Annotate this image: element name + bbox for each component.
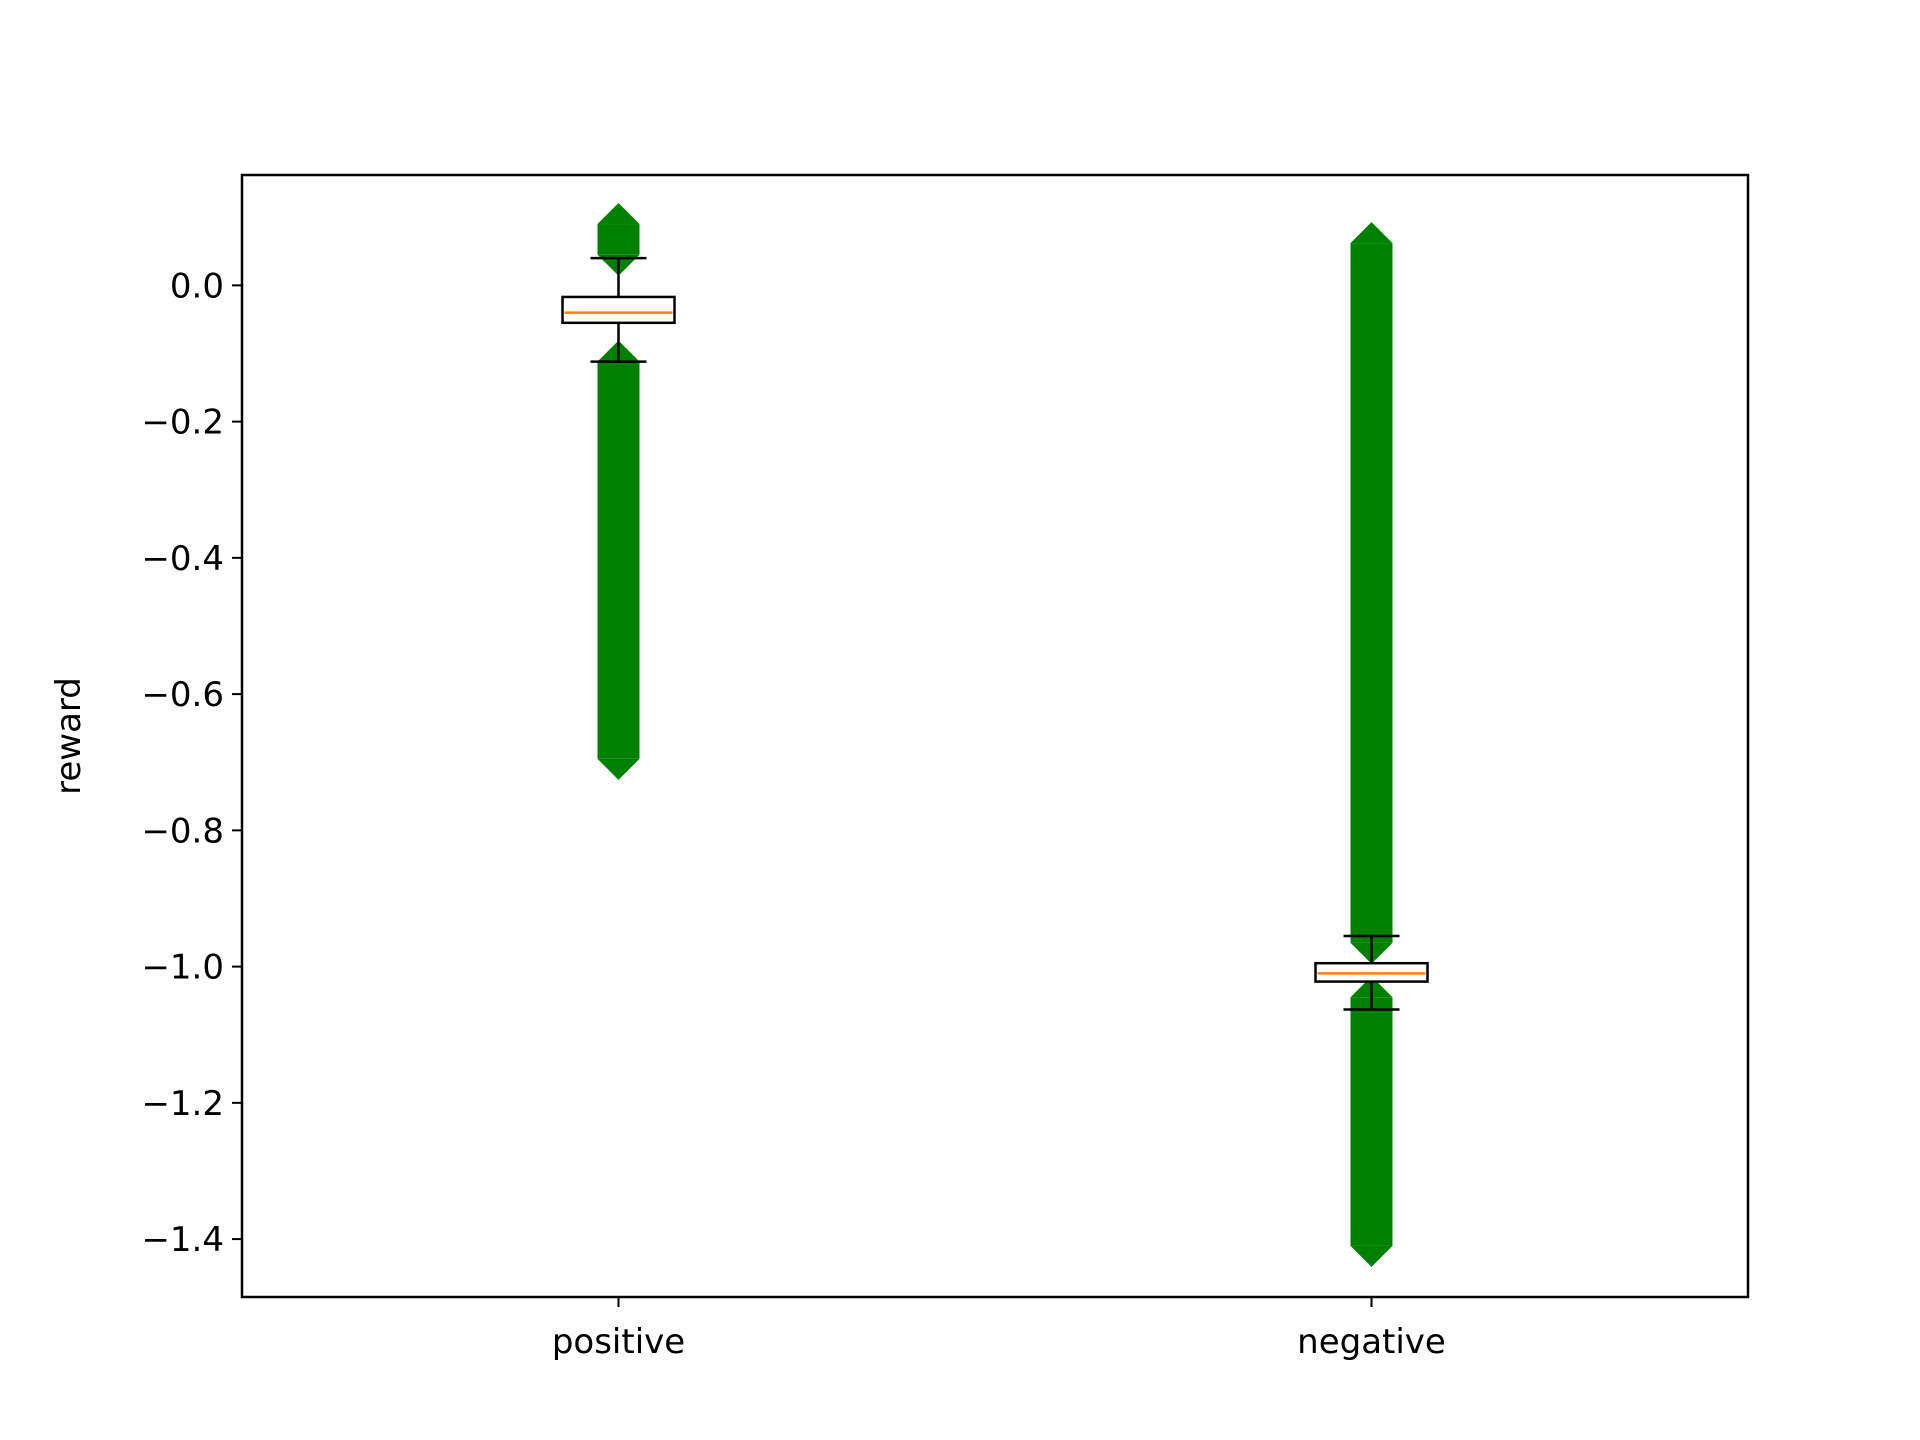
- y-axis: 0.0 −0.2 −0.4 −0.6 −0.8 −1.0 −1.2 −1.4: [141, 266, 242, 1260]
- y-tick-label: −0.6: [141, 675, 224, 715]
- y-tick-label: −0.8: [141, 811, 224, 851]
- plot-area: [561, 203, 1429, 1267]
- x-tick-label: negative: [1297, 1322, 1446, 1362]
- y-tick-label: −1.0: [141, 948, 224, 988]
- axes-frame: [240, 173, 1750, 1299]
- flier-band: [597, 224, 640, 255]
- y-tick-label: −1.2: [141, 1084, 224, 1124]
- box-iqr: [561, 295, 676, 325]
- y-tick-label: −0.4: [141, 539, 224, 579]
- flier-marker-bottom: [1350, 1245, 1393, 1267]
- flier-marker-top: [1350, 222, 1393, 244]
- x-axis: positive negative: [552, 1297, 1446, 1362]
- x-tick-label: positive: [552, 1322, 685, 1362]
- y-tick-label: 0.0: [170, 266, 224, 306]
- flier-band: [597, 361, 640, 759]
- flier-band: [1350, 997, 1393, 1246]
- flier-marker-bottom: [597, 758, 640, 780]
- flier-band: [1350, 243, 1393, 943]
- box-positive: [561, 203, 676, 780]
- y-tick-label: −0.2: [141, 403, 224, 443]
- y-axis-label: reward: [49, 677, 89, 795]
- flier-marker-top: [597, 203, 640, 225]
- y-tick-label: −1.4: [141, 1220, 224, 1260]
- box-negative: [1314, 222, 1429, 1267]
